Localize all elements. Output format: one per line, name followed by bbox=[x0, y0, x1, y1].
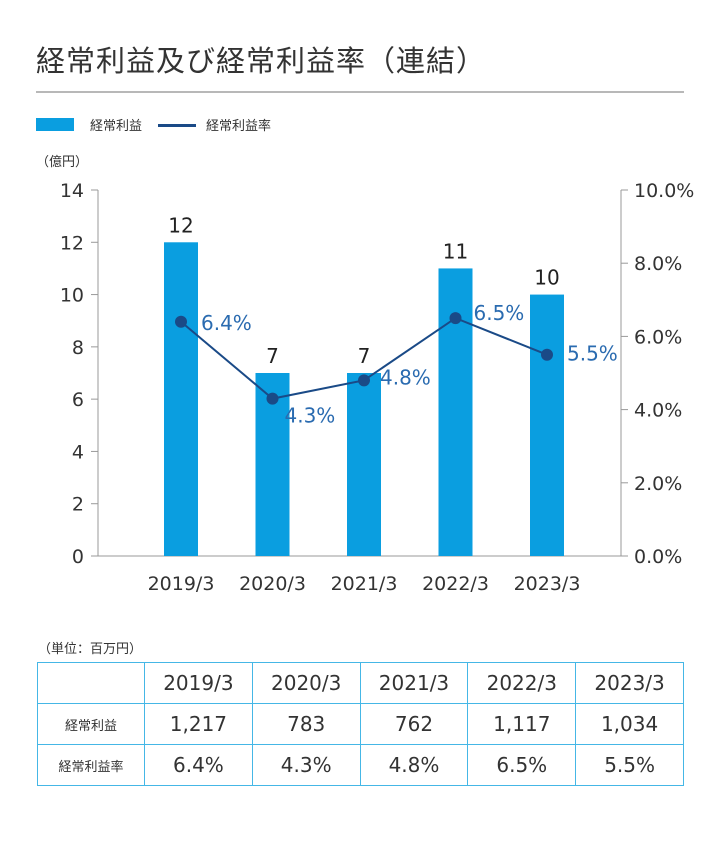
table-row: 経常利益 1,217 783 762 1,117 1,034 bbox=[37, 703, 684, 745]
table-cell: 5.5% bbox=[575, 744, 684, 786]
bar bbox=[438, 268, 473, 556]
rate-point bbox=[449, 312, 462, 325]
table-row-label: 経常利益率 bbox=[37, 744, 145, 786]
y2-tick-label: 2.0% bbox=[634, 473, 682, 495]
y2-tick-label: 4.0% bbox=[634, 400, 682, 422]
table-cell: 6.5% bbox=[467, 744, 577, 786]
bar-value-label: 11 bbox=[443, 239, 468, 263]
table-cell: 762 bbox=[359, 703, 469, 745]
table-header-cell: 2023/3 bbox=[575, 662, 684, 704]
rate-point bbox=[541, 348, 553, 361]
x-tick-label: 2020/3 bbox=[239, 573, 306, 595]
bar-value-label: 12 bbox=[168, 213, 193, 237]
rate-point bbox=[358, 374, 370, 387]
y2-tick-label: 0.0% bbox=[634, 546, 682, 568]
data-table: 2019/3 2020/3 2021/3 2022/3 2023/3 経常利益 … bbox=[37, 662, 684, 786]
rate-point bbox=[266, 392, 279, 405]
table-corner-cell bbox=[37, 662, 145, 704]
bar bbox=[164, 242, 198, 556]
legend-bar-label: 経常利益 bbox=[90, 119, 143, 134]
table-cell: 1,034 bbox=[575, 703, 684, 745]
bar-value-label: 7 bbox=[266, 344, 279, 368]
x-tick-label: 2021/3 bbox=[331, 573, 398, 595]
table-cell: 1,217 bbox=[144, 703, 253, 745]
y-tick-label: 0 bbox=[72, 546, 84, 568]
bar bbox=[530, 294, 564, 556]
table-header-cell: 2021/3 bbox=[359, 662, 469, 704]
legend-line-label: 経常利益率 bbox=[206, 119, 272, 134]
table-cell: 4.3% bbox=[251, 744, 361, 786]
table-header-cell: 2019/3 bbox=[144, 662, 253, 704]
table-header-cell: 2020/3 bbox=[251, 662, 361, 704]
rate-value-label: 6.4% bbox=[201, 311, 252, 335]
y-tick-label: 6 bbox=[72, 389, 84, 411]
y-tick-label: 8 bbox=[72, 337, 84, 359]
x-tick-label: 2019/3 bbox=[148, 573, 215, 595]
bar-value-label: 10 bbox=[534, 266, 559, 290]
y-axis-title: （億円） bbox=[36, 154, 88, 170]
table-header-cell: 2022/3 bbox=[467, 662, 577, 704]
table-cell: 6.4% bbox=[144, 744, 253, 786]
table-row-label: 経常利益 bbox=[37, 703, 145, 745]
y-tick-label: 10 bbox=[60, 285, 84, 307]
title-divider bbox=[36, 91, 684, 93]
rate-value-label: 6.5% bbox=[474, 301, 525, 325]
y-tick-label: 4 bbox=[72, 441, 84, 463]
table-cell: 783 bbox=[251, 703, 361, 745]
rate-value-label: 4.3% bbox=[285, 404, 336, 428]
table-cell: 1,117 bbox=[467, 703, 577, 745]
y2-tick-label: 6.0% bbox=[634, 326, 682, 348]
y-tick-label: 14 bbox=[60, 180, 84, 202]
table-header-row: 2019/3 2020/3 2021/3 2022/3 2023/3 bbox=[37, 662, 684, 704]
y2-tick-label: 8.0% bbox=[634, 253, 682, 275]
x-tick-label: 2023/3 bbox=[514, 573, 581, 595]
y-tick-label: 2 bbox=[72, 494, 84, 516]
table-unit-note: （単位：百万円） bbox=[38, 642, 143, 657]
table-cell: 4.8% bbox=[359, 744, 469, 786]
rate-value-label: 5.5% bbox=[567, 342, 618, 366]
combo-chart: （億円） 0 2 4 6 8 10 12 14 0.0% 2.0% 4.0% 6.0% 8.0% 10.0%… bbox=[36, 154, 694, 595]
legend-line-swatch bbox=[158, 124, 196, 127]
table-row: 経常利益率 6.4% 4.3% 4.8% 6.5% 5.5% bbox=[37, 744, 684, 786]
bar-value-label: 7 bbox=[358, 344, 371, 368]
page-title: 経常利益及び経常利益率（連結） bbox=[36, 44, 487, 78]
rate-value-label: 4.8% bbox=[380, 365, 431, 389]
y-tick-label: 12 bbox=[60, 232, 84, 254]
y2-tick-label: 10.0% bbox=[634, 180, 694, 202]
bar bbox=[347, 373, 381, 556]
legend-bar-swatch bbox=[36, 118, 74, 131]
rate-point bbox=[175, 315, 187, 328]
x-tick-label: 2022/3 bbox=[422, 573, 489, 595]
